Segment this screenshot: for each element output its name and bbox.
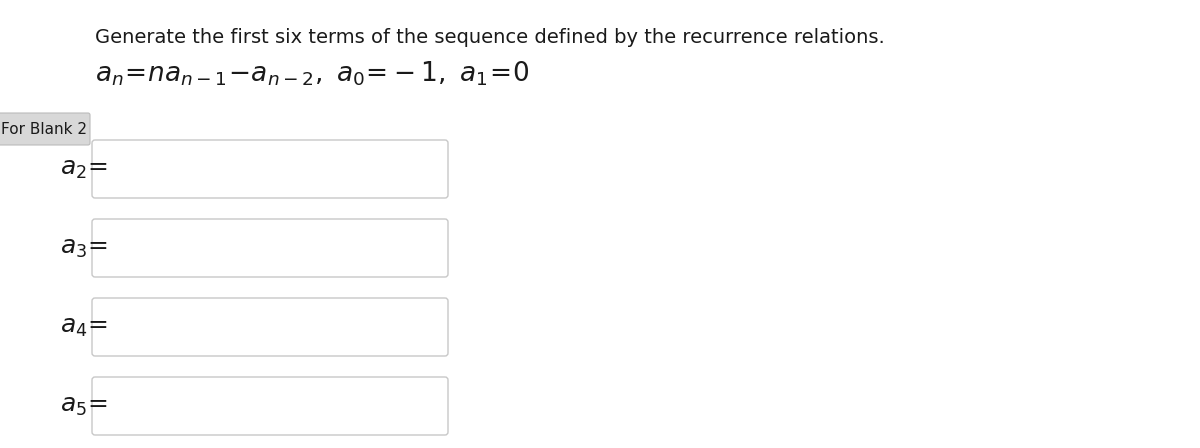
- Text: $a_3\!=$: $a_3\!=$: [60, 236, 108, 260]
- FancyBboxPatch shape: [0, 113, 90, 145]
- Text: $a_n\!=\!na_{n-1}\!-\!a_{n-2},\ a_0\!=\!-1,\ a_1\!=\!0$: $a_n\!=\!na_{n-1}\!-\!a_{n-2},\ a_0\!=\!…: [95, 60, 529, 89]
- FancyBboxPatch shape: [92, 219, 448, 277]
- Text: $a_4\!=$: $a_4\!=$: [60, 315, 108, 339]
- FancyBboxPatch shape: [92, 140, 448, 198]
- FancyBboxPatch shape: [92, 298, 448, 356]
- Text: For Blank 2: For Blank 2: [1, 121, 88, 137]
- Text: $a_5\!=$: $a_5\!=$: [60, 394, 108, 418]
- FancyBboxPatch shape: [92, 377, 448, 435]
- Text: $a_2\!=$: $a_2\!=$: [60, 157, 108, 181]
- Text: Generate the first six terms of the sequence defined by the recurrence relations: Generate the first six terms of the sequ…: [95, 28, 884, 47]
